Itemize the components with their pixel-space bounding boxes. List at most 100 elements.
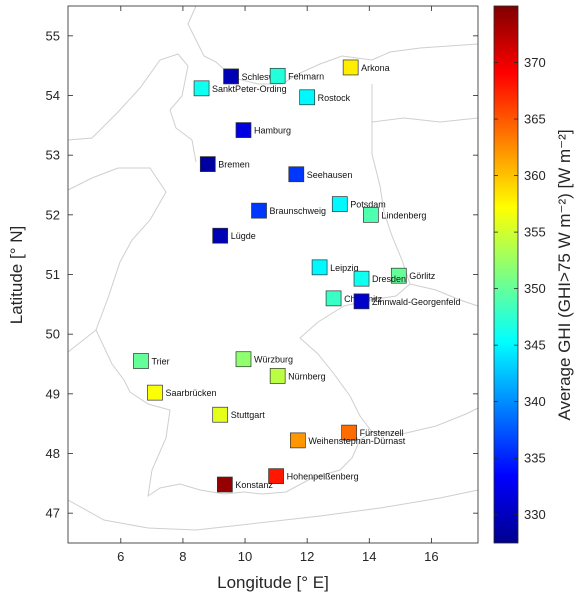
station-marker <box>341 424 357 441</box>
y-tick-label: 53 <box>46 148 60 163</box>
station-marker <box>133 353 149 369</box>
y-tick-label: 50 <box>46 327 60 342</box>
borders-layer <box>67 5 479 531</box>
colorbar-tick-label: 345 <box>524 338 546 353</box>
station-label: Konstanz <box>235 480 273 490</box>
map-background <box>68 6 478 543</box>
station-label: Dresden <box>372 274 406 284</box>
y-tick-label: 48 <box>46 446 60 461</box>
station-marker <box>147 384 163 401</box>
y-tick-label: 49 <box>46 386 60 401</box>
colorbar-tick-label: 330 <box>524 507 546 522</box>
station-marker <box>353 270 370 287</box>
station-marker <box>212 227 229 244</box>
border-switzerland <box>179 483 245 495</box>
station-marker <box>331 196 348 212</box>
station-marker <box>212 406 229 423</box>
station-label: Rostock <box>318 93 351 103</box>
station-marker <box>342 59 359 76</box>
station-label: Weihenstephan-Dürnast <box>308 436 405 446</box>
station-label: Hohenpeißenberg <box>287 472 359 482</box>
y-tick-label: 51 <box>46 267 60 282</box>
colorbar-ticks: 330 335 340 345 350 355 360 365 370 <box>494 55 546 522</box>
station-marker <box>353 293 370 310</box>
station-label: Trier <box>151 357 169 367</box>
station-label: Lindenberg <box>381 210 426 220</box>
station-label: Zinnwald-Georgenfeld <box>372 297 461 307</box>
station-marker <box>217 476 233 493</box>
x-axis-ticks: 6 8 10 12 14 16 <box>117 6 439 564</box>
border-austria-east <box>371 407 479 435</box>
station-label: Potsdam <box>350 200 386 210</box>
border-denmark <box>187 5 205 57</box>
border-france <box>129 391 181 498</box>
station-marker <box>223 68 239 85</box>
x-tick-label: 12 <box>300 549 314 564</box>
station-label: Seehausen <box>307 170 353 180</box>
x-tick-label: 10 <box>238 549 252 564</box>
station-label: Nürnberg <box>288 371 326 381</box>
y-axis-ticks: 47 48 49 50 51 52 53 54 55 <box>46 28 478 521</box>
station-label: Würzburg <box>254 355 293 365</box>
station-label: Bremen <box>218 160 250 170</box>
colorbar-tick-label: 335 <box>524 451 546 466</box>
station-label: Braunschweig <box>270 206 327 216</box>
colorbar: 330 335 340 345 350 355 360 365 370 Average GHI … <box>493 5 574 544</box>
y-tick-label: 54 <box>46 88 60 103</box>
station-label: Fehmarn <box>288 71 324 81</box>
station-marker <box>235 122 252 138</box>
border-poland <box>371 84 411 285</box>
station-label: Görlitz <box>409 271 436 281</box>
colorbar-tick-label: 340 <box>524 394 546 409</box>
coastline-north-sea <box>67 53 197 163</box>
station-marker <box>362 206 379 223</box>
y-axis-label: Latitude [° N] <box>7 226 26 324</box>
x-tick-label: 14 <box>362 549 376 564</box>
colorbar-tick-label: 355 <box>524 225 546 240</box>
station-label: Arkona <box>361 63 390 73</box>
border-belgium-lux <box>67 329 131 393</box>
station-marker <box>390 267 407 284</box>
colorbar-tick-label: 365 <box>524 112 546 127</box>
station-marker <box>299 89 316 106</box>
map-panel: Schleswig Fehmarn Arkona SanktPeter-Ording R… <box>7 5 479 592</box>
colorbar-tick-label: 360 <box>524 168 546 183</box>
station-label: Leipzig <box>330 263 359 273</box>
station-label: Fürstenzell <box>360 428 404 438</box>
colorbar-label: Average GHI (GHI>75 W m⁻²) [W m⁻²] <box>555 129 574 420</box>
y-tick-label: 47 <box>46 506 60 521</box>
station-marker <box>268 468 284 485</box>
station-marker <box>199 156 216 172</box>
x-tick-label: 8 <box>179 549 186 564</box>
station-marker <box>251 202 267 219</box>
station-label: Lügde <box>231 231 256 241</box>
colorbar-gradient <box>493 5 519 544</box>
station-marker <box>269 368 286 384</box>
station-marker <box>325 290 342 307</box>
station-label: SanktPeter-Ording <box>212 84 287 94</box>
border-netherlands <box>67 167 167 331</box>
station-label: Stuttgart <box>231 410 266 420</box>
x-tick-label: 16 <box>424 549 438 564</box>
border-austria <box>243 395 373 495</box>
y-tick-label: 52 <box>46 207 60 222</box>
station-marker <box>288 166 305 183</box>
x-tick-label: 6 <box>117 549 124 564</box>
station-marker <box>235 351 252 368</box>
colorbar-tick-label: 370 <box>524 55 546 70</box>
border-northeast <box>371 117 479 123</box>
x-axis-label: Longitude [° E] <box>217 573 329 592</box>
station-marker <box>269 67 286 84</box>
colorbar-tick-label: 350 <box>524 281 546 296</box>
station-marker <box>289 432 306 449</box>
station-label: Schleswig <box>242 72 283 82</box>
station-markers: Schleswig Fehmarn Arkona SanktPeter-Ording R… <box>133 59 461 493</box>
y-tick-label: 55 <box>46 28 60 43</box>
station-marker <box>193 80 210 97</box>
border-czech <box>299 283 411 397</box>
station-marker <box>311 259 328 276</box>
station-label: Saarbrücken <box>165 388 216 398</box>
border-east <box>409 283 479 307</box>
border-alps-south <box>67 489 479 531</box>
